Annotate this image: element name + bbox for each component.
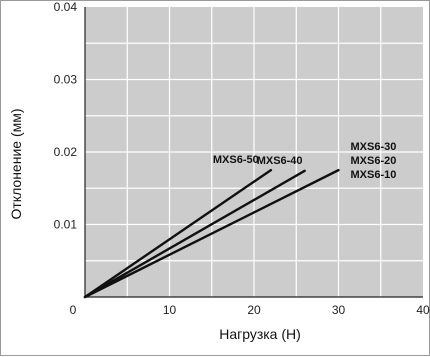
grid <box>85 7 423 297</box>
series-line-mxs6-10 <box>84 169 340 298</box>
series-label-mxs6-50: MXS6-50 <box>213 154 259 166</box>
y-tick-label: 0.04 <box>54 1 78 14</box>
series-label-mxs6-40: MXS6-40 <box>257 155 303 167</box>
axes <box>84 7 423 298</box>
x-tick-label: 20 <box>247 303 261 317</box>
series-label-mxs6-20: MXS6-20 <box>351 155 397 167</box>
x-tick-label: 10 <box>163 303 177 317</box>
y-tick-label: 0.02 <box>54 145 78 159</box>
series-line-mxs6-40 <box>83 169 306 299</box>
x-axis-title: Нагрузка (Н) <box>219 326 301 342</box>
tick-labels: 0 10 20 30 40 0.01 0.02 0.03 0.04 <box>54 1 430 317</box>
series-label-mxs6-30: MXS6-30 <box>351 141 397 153</box>
x-tick-label: 40 <box>416 303 430 317</box>
y-axis-title: Отклонение (мм) <box>8 108 24 219</box>
series-line-mxs6-50 <box>83 168 273 299</box>
x-tick-label: 30 <box>332 303 346 317</box>
y-tick-label: 0.01 <box>54 218 78 232</box>
y-tick-label: 0.03 <box>54 73 78 87</box>
series-lines <box>83 168 340 299</box>
x-tick-label: 0 <box>70 303 77 317</box>
series-label-mxs6-10: MXS6-10 <box>351 169 397 181</box>
